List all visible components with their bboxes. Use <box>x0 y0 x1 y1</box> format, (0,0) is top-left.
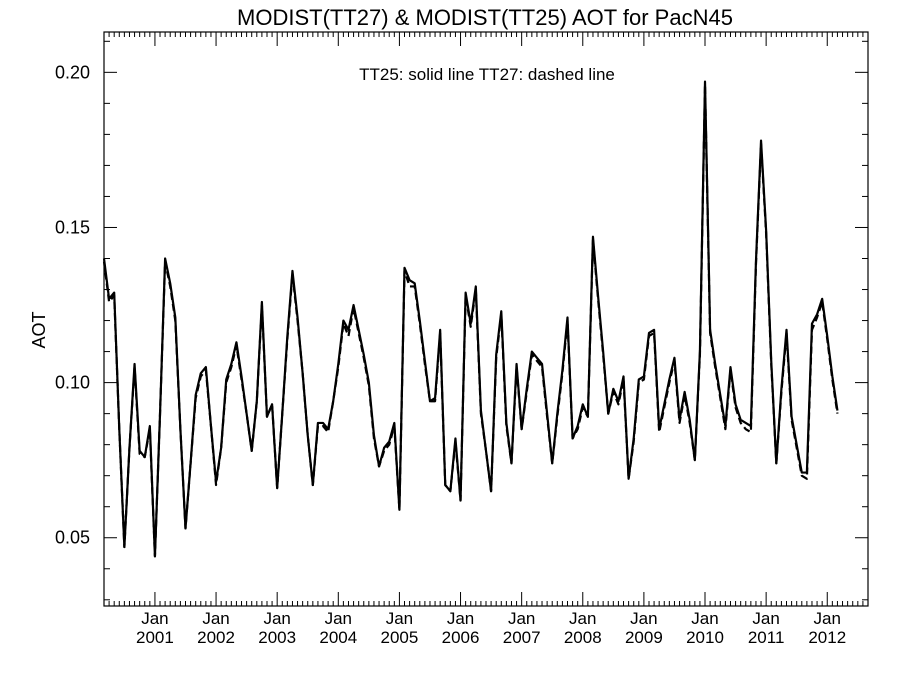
x-tick-label-month: Jan <box>508 609 535 628</box>
x-tick-label-year: 2010 <box>686 628 724 647</box>
x-tick-label-month: Jan <box>752 609 779 628</box>
y-tick-label: 0.05 <box>55 528 90 548</box>
x-tick-label-year: 2008 <box>564 628 602 647</box>
x-axis-ticks: Jan2001Jan2002Jan2003Jan2004Jan2005Jan20… <box>103 32 869 647</box>
y-tick-label: 0.10 <box>55 373 90 393</box>
x-tick-label-month: Jan <box>569 609 596 628</box>
legend-annotation: TT25: solid line TT27: dashed line <box>359 65 615 84</box>
y-tick-label: 0.20 <box>55 62 90 82</box>
x-tick-label-month: Jan <box>141 609 168 628</box>
x-tick-label-month: Jan <box>202 609 229 628</box>
x-tick-label-year: 2006 <box>442 628 480 647</box>
y-axis-ticks: 0.05 0.10 0.15 0.20 <box>55 40 868 601</box>
x-tick-label-year: 2009 <box>625 628 663 647</box>
x-tick-label-year: 2012 <box>808 628 846 647</box>
y-tick-label: 0.15 <box>55 217 90 237</box>
chart-title: MODIST(TT27) & MODIST(TT25) AOT for PacN… <box>237 5 733 30</box>
x-tick-label-year: 2003 <box>258 628 296 647</box>
series-line-tt25 <box>102 80 839 558</box>
x-tick-label-month: Jan <box>263 609 290 628</box>
x-tick-label-year: 2004 <box>319 628 357 647</box>
x-tick-label-year: 2005 <box>380 628 418 647</box>
x-tick-label-year: 2002 <box>197 628 235 647</box>
x-tick-label-year: 2011 <box>748 628 785 647</box>
x-tick-label-month: Jan <box>691 609 718 628</box>
x-tick-label-month: Jan <box>386 609 413 628</box>
y-axis-label: AOT <box>29 311 49 348</box>
x-tick-label-month: Jan <box>325 609 352 628</box>
x-tick-label-year: 2001 <box>136 628 174 647</box>
series-layer <box>102 80 839 558</box>
x-tick-label-year: 2007 <box>503 628 541 647</box>
x-tick-label-month: Jan <box>447 609 474 628</box>
x-tick-label-month: Jan <box>630 609 657 628</box>
x-tick-label-month: Jan <box>814 609 841 628</box>
